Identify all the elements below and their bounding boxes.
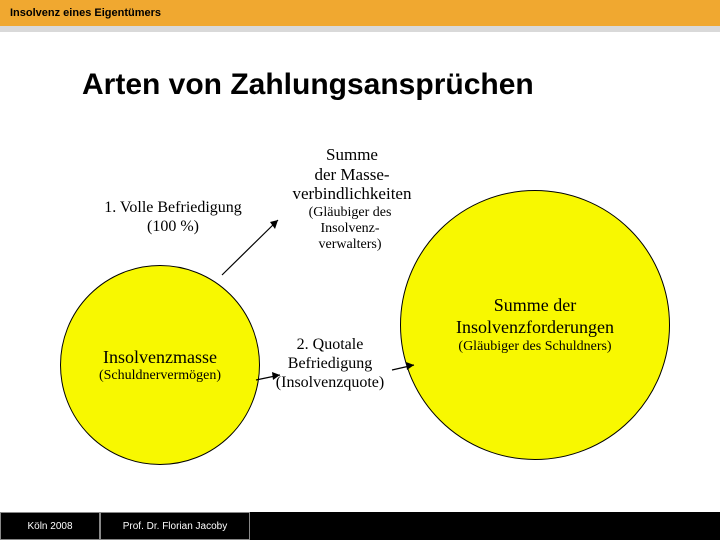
label-quotale-l3: (Insolvenzquote) — [276, 374, 384, 391]
label-glaeubiger-l3: verwalters) — [319, 237, 382, 252]
label-summe-l1: Summe — [326, 145, 378, 164]
footer: Köln 2008 Prof. Dr. Florian Jacoby — [0, 512, 720, 540]
label-quotale-l1: 2. Quotale — [297, 336, 364, 353]
label-quotale-l2: Befriedigung — [288, 355, 372, 372]
label-glaeubiger-l2: Insolvenz- — [320, 221, 379, 236]
label-volle-l2: (100 %) — [147, 218, 199, 235]
circle-right-title: Summe der Insolvenzforderungen — [456, 295, 614, 338]
label-summe: Summe der Masse- verbindlichkeiten — [262, 145, 442, 204]
circle-right-title-line1: Summe der — [494, 295, 577, 315]
circle-insolvenzmasse: Insolvenzmasse (Schuldnervermögen) — [60, 265, 260, 465]
header-bar: Insolvenz eines Eigentümers — [0, 0, 720, 26]
label-volle-l1: 1. Volle Befriedigung — [104, 199, 242, 216]
slide: Insolvenz eines Eigentümers Arten von Za… — [0, 0, 720, 512]
circle-left-sub: (Schuldnervermögen) — [99, 368, 221, 384]
circle-left-title: Insolvenzmasse — [103, 347, 217, 368]
label-summe-l3: verbindlichkeiten — [293, 184, 412, 203]
main-title: Arten von Zahlungsansprüchen — [82, 68, 720, 102]
label-glaeubiger: (Gläubiger des Insolvenz- verwalters) — [290, 205, 410, 253]
circle-right-sub: (Gläubiger des Schuldners) — [458, 339, 611, 355]
circle-insolvenzforderungen: Summe der Insolvenzforderungen (Gläubige… — [400, 190, 670, 460]
circle-right-title-line2: Insolvenzforderungen — [456, 317, 614, 337]
footer-author: Prof. Dr. Florian Jacoby — [100, 512, 250, 540]
footer-location: Köln 2008 — [0, 512, 100, 540]
label-summe-l2: der Masse- — [314, 165, 389, 184]
label-volle-befriedigung: 1. Volle Befriedigung (100 %) — [88, 198, 258, 236]
label-glaeubiger-l1: (Gläubiger des — [309, 205, 392, 220]
header-strip — [0, 26, 720, 32]
header-title: Insolvenz eines Eigentümers — [10, 7, 161, 19]
label-quotale: 2. Quotale Befriedigung (Insolvenzquote) — [260, 335, 400, 393]
